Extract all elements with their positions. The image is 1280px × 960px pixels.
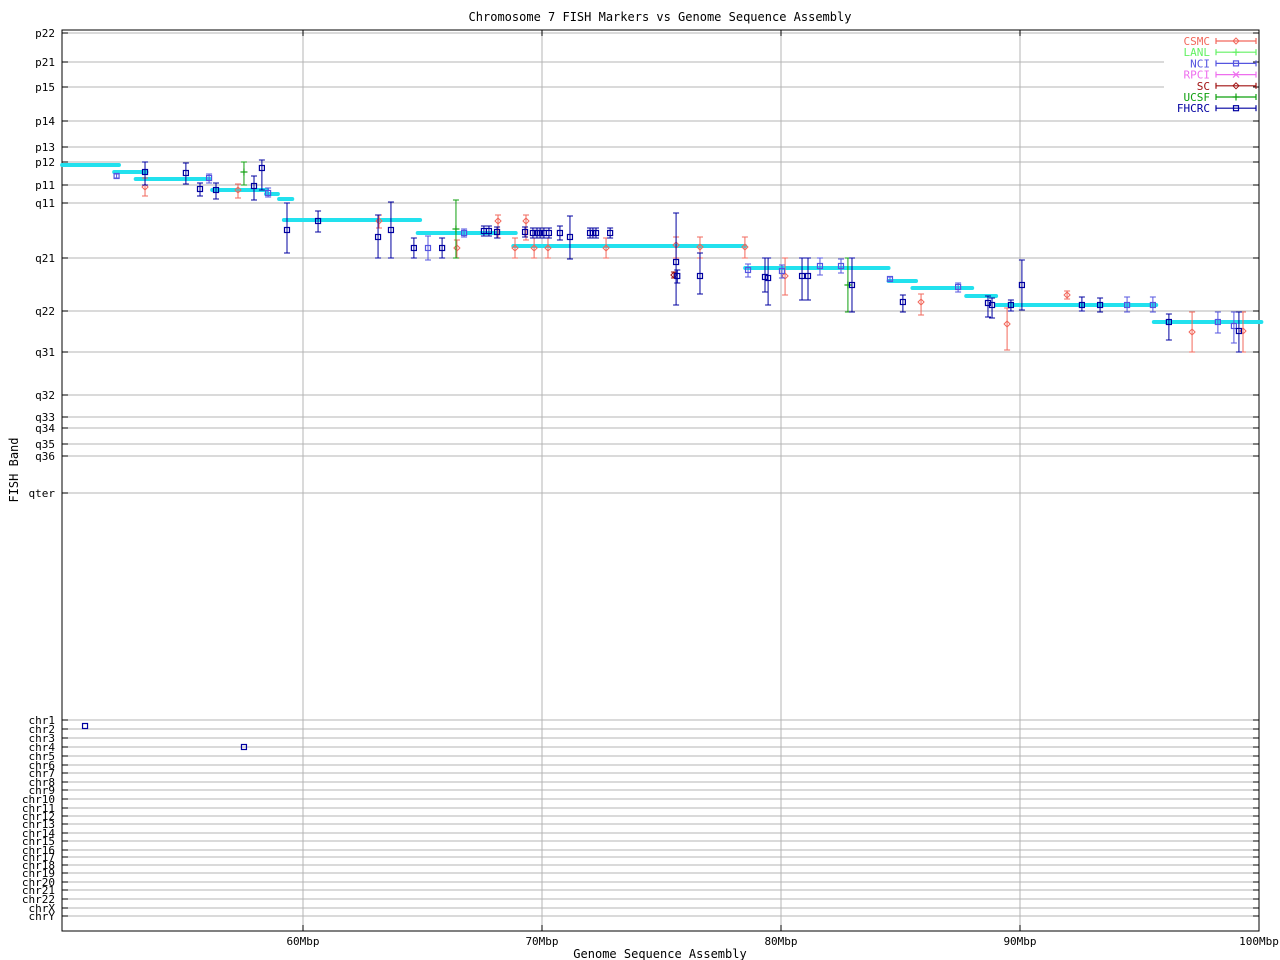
svg-text:chr7: chr7 bbox=[29, 767, 56, 780]
svg-text:chr19: chr19 bbox=[22, 867, 55, 880]
svg-text:chr12: chr12 bbox=[22, 810, 55, 823]
svg-text:chr15: chr15 bbox=[22, 835, 55, 848]
svg-text:p21: p21 bbox=[35, 56, 55, 69]
svg-text:chr18: chr18 bbox=[22, 859, 55, 872]
svg-text:q34: q34 bbox=[35, 422, 55, 435]
svg-text:chrX: chrX bbox=[29, 902, 56, 915]
svg-text:qter: qter bbox=[29, 487, 56, 500]
svg-text:p11: p11 bbox=[35, 179, 55, 192]
svg-text:q21: q21 bbox=[35, 252, 55, 265]
svg-text:RPCI: RPCI bbox=[1184, 69, 1211, 82]
svg-text:chr9: chr9 bbox=[29, 784, 56, 797]
svg-text:NCI: NCI bbox=[1190, 57, 1210, 70]
svg-text:p22: p22 bbox=[35, 27, 55, 40]
svg-text:SC: SC bbox=[1197, 80, 1210, 93]
svg-text:chr3: chr3 bbox=[29, 732, 56, 745]
svg-text:q35: q35 bbox=[35, 438, 55, 451]
svg-text:chr6: chr6 bbox=[29, 759, 56, 772]
svg-text:60Mbp: 60Mbp bbox=[286, 935, 319, 948]
svg-text:FHCRC: FHCRC bbox=[1177, 102, 1210, 115]
svg-text:chr17: chr17 bbox=[22, 851, 55, 864]
chart-title: Chromosome 7 FISH Markers vs Genome Sequ… bbox=[468, 10, 852, 24]
svg-text:80Mbp: 80Mbp bbox=[764, 935, 797, 948]
svg-text:chr10: chr10 bbox=[22, 793, 55, 806]
svg-text:chr16: chr16 bbox=[22, 844, 55, 857]
svg-text:p15: p15 bbox=[35, 81, 55, 94]
svg-text:UCSF: UCSF bbox=[1184, 91, 1211, 104]
svg-text:q33: q33 bbox=[35, 411, 55, 424]
svg-text:chr8: chr8 bbox=[29, 776, 56, 789]
svg-text:chr13: chr13 bbox=[22, 818, 55, 831]
svg-text:p13: p13 bbox=[35, 141, 55, 154]
svg-text:chr11: chr11 bbox=[22, 802, 55, 815]
y-axis-label: FISH Band bbox=[7, 437, 21, 503]
svg-text:q11: q11 bbox=[35, 197, 55, 210]
svg-text:90Mbp: 90Mbp bbox=[1003, 935, 1036, 948]
svg-text:q31: q31 bbox=[35, 346, 55, 359]
svg-text:100Mbp: 100Mbp bbox=[1239, 935, 1279, 948]
svg-text:70Mbp: 70Mbp bbox=[525, 935, 558, 948]
svg-text:q32: q32 bbox=[35, 389, 55, 402]
svg-text:chr2: chr2 bbox=[29, 723, 56, 736]
svg-text:chr5: chr5 bbox=[29, 750, 56, 763]
svg-text:LANL: LANL bbox=[1184, 46, 1211, 59]
svg-text:chr14: chr14 bbox=[22, 827, 55, 840]
svg-text:chr21: chr21 bbox=[22, 884, 55, 897]
svg-text:chrY: chrY bbox=[29, 910, 56, 923]
x-axis-label: Genome Sequence Assembly bbox=[573, 947, 747, 960]
svg-text:p14: p14 bbox=[35, 115, 55, 128]
svg-text:chr4: chr4 bbox=[29, 741, 56, 754]
svg-text:chr20: chr20 bbox=[22, 876, 55, 889]
svg-text:chr22: chr22 bbox=[22, 893, 55, 906]
svg-text:q22: q22 bbox=[35, 305, 55, 318]
svg-text:chr1: chr1 bbox=[29, 714, 56, 727]
svg-text:q36: q36 bbox=[35, 450, 55, 463]
svg-text:p12: p12 bbox=[35, 156, 55, 169]
svg-text:CSMC: CSMC bbox=[1184, 35, 1211, 48]
